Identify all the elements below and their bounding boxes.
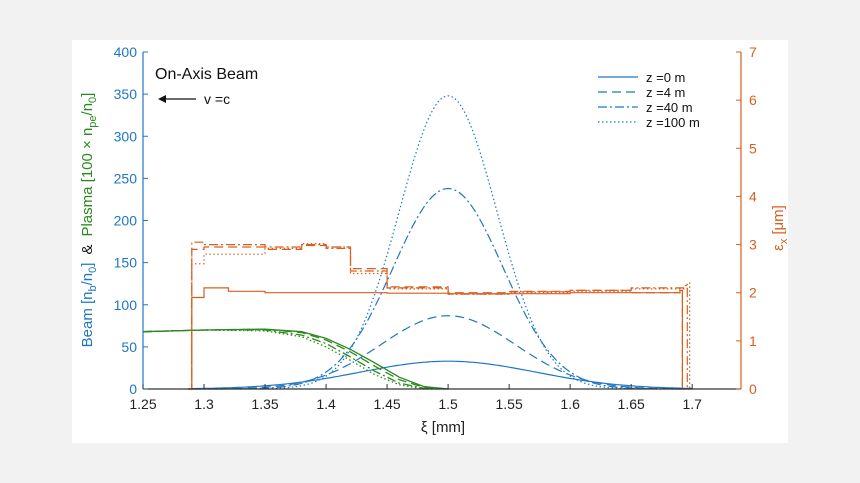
- right-y-tick-label: 1: [749, 333, 757, 349]
- legend-label: z =40 m: [646, 100, 693, 115]
- left-y-tick-label: 200: [114, 213, 138, 229]
- legend: z =0 mz =4 mz =40 mz =100 m: [598, 70, 700, 130]
- x-tick-label: 1.6: [560, 396, 580, 412]
- right-y-tick-label: 7: [749, 44, 757, 60]
- emittance-series: [188, 244, 683, 390]
- beam-density-series: [191, 187, 693, 390]
- x-tick-label: 1.5: [438, 396, 458, 412]
- emittance-series: [188, 287, 683, 390]
- right-y-tick-label: 3: [749, 237, 757, 253]
- beam-density-series: [191, 315, 693, 390]
- x-tick-label: 1.25: [129, 396, 156, 412]
- beam-density-series: [191, 95, 693, 390]
- left-y-tick-label: 350: [114, 86, 138, 102]
- x-tick-label: 1.7: [682, 396, 702, 412]
- right-y-tick-label: 6: [749, 92, 757, 108]
- x-tick-label: 1.4: [316, 396, 336, 412]
- left-y-axis-label: Beam [nb/n0]&Plasma [100 × npe/n0]: [79, 93, 99, 348]
- left-y-tick-label: 400: [114, 44, 138, 60]
- left-y-tick-label: 150: [114, 255, 138, 271]
- right-y-axis-label: εx[μm]: [770, 205, 790, 251]
- x-tick-label: 1.3: [194, 396, 214, 412]
- left-y-tick-label: 0: [129, 381, 137, 397]
- direction-arrow-icon: [158, 95, 196, 103]
- legend-label: z =0 m: [646, 70, 685, 85]
- right-y-tick-label: 2: [749, 285, 757, 301]
- right-y-tick-label: 4: [749, 188, 757, 204]
- right-y-tick-label: 0: [749, 381, 757, 397]
- left-y-tick-label: 300: [114, 128, 138, 144]
- left-y-tick-label: 100: [114, 297, 138, 313]
- x-tick-label: 1.35: [251, 396, 278, 412]
- left-y-tick-label: 250: [114, 170, 138, 186]
- x-axis-label: ξ [mm]: [421, 419, 465, 436]
- x-tick-label: 1.45: [373, 396, 400, 412]
- emittance-series: [188, 243, 691, 390]
- left-y-tick-label: 50: [121, 339, 137, 355]
- plasma-density-series: [142, 329, 449, 390]
- plasma-density-series: [142, 328, 449, 390]
- beam-density-series: [191, 360, 693, 390]
- x-tick-label: 1.55: [495, 396, 522, 412]
- annotation-title: On-Axis Beam: [155, 66, 258, 83]
- emittance-series: [188, 241, 688, 390]
- right-y-tick-label: 5: [749, 140, 757, 156]
- x-tick-label: 1.65: [618, 396, 645, 412]
- legend-label: z =100 m: [646, 115, 700, 130]
- plasma-density-series: [142, 329, 449, 390]
- legend-label: z =4 m: [646, 85, 685, 100]
- velocity-label: v =c: [204, 91, 230, 107]
